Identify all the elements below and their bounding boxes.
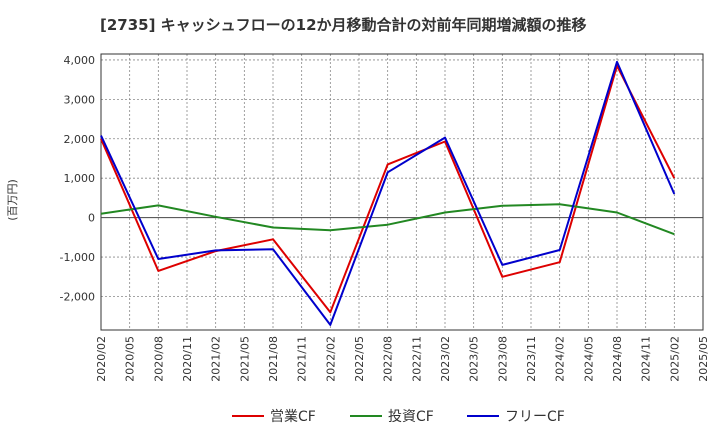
x-tick-label: 2021/08 <box>267 336 280 382</box>
y-tick-label: -1,000 <box>60 251 95 264</box>
chart-title: [2735] キャッシュフローの12か月移動合計の対前年同期増減額の推移 <box>100 16 587 34</box>
y-tick-label: 2,000 <box>64 133 96 146</box>
x-tick-label: 2022/05 <box>353 336 366 382</box>
x-tick-label: 2025/02 <box>668 336 681 382</box>
x-tick-label: 2023/11 <box>525 336 538 382</box>
y-axis-label: (百万円) <box>6 179 19 221</box>
x-tick-label: 2025/05 <box>697 336 710 382</box>
legend: 営業CF 投資CF フリーCF <box>232 409 565 425</box>
x-tick-label: 2024/11 <box>640 336 653 382</box>
x-tick-label: 2021/02 <box>210 336 223 382</box>
y-tick-label: -2,000 <box>60 290 95 303</box>
series-line <box>100 60 676 326</box>
legend-label: フリーCF <box>505 409 565 425</box>
series-line <box>100 203 675 236</box>
y-tick-label: 0 <box>88 212 95 225</box>
y-tick-label: 3,000 <box>64 93 96 106</box>
grid-layer <box>101 54 703 330</box>
x-tick-label: 2024/02 <box>554 336 567 382</box>
x-tick-layer: 2020/02 2020/05 2020/08 2020/11 2021/02 2021/… <box>95 336 710 382</box>
y-tick-label: 1,000 <box>64 172 96 185</box>
x-tick-label: 2022/08 <box>382 336 395 382</box>
x-tick-label: 2024/05 <box>582 336 595 382</box>
x-tick-label: 2023/08 <box>496 336 509 382</box>
x-tick-label: 2021/11 <box>296 336 309 382</box>
x-tick-label: 2024/08 <box>611 336 624 382</box>
x-tick-label: 2020/11 <box>181 336 194 382</box>
x-tick-label: 2020/08 <box>152 336 165 382</box>
x-tick-label: 2023/02 <box>439 336 452 382</box>
y-tick-label: 4,000 <box>64 54 96 67</box>
legend-label: 営業CF <box>270 409 316 425</box>
x-tick-label: 2021/05 <box>238 336 251 382</box>
series-line <box>100 64 676 314</box>
plot-frame <box>100 53 704 331</box>
series-layer <box>100 60 676 326</box>
legend-label: 投資CF <box>388 409 434 425</box>
y-tick-layer: 4,000 3,000 2,000 1,000 0 -1,000 -2,000 <box>60 54 95 304</box>
x-tick-label: 2022/02 <box>324 336 337 382</box>
x-tick-label: 2020/02 <box>95 336 108 382</box>
x-tick-label: 2023/05 <box>468 336 481 382</box>
x-tick-label: 2020/05 <box>124 336 137 382</box>
x-tick-label: 2022/11 <box>410 336 423 382</box>
